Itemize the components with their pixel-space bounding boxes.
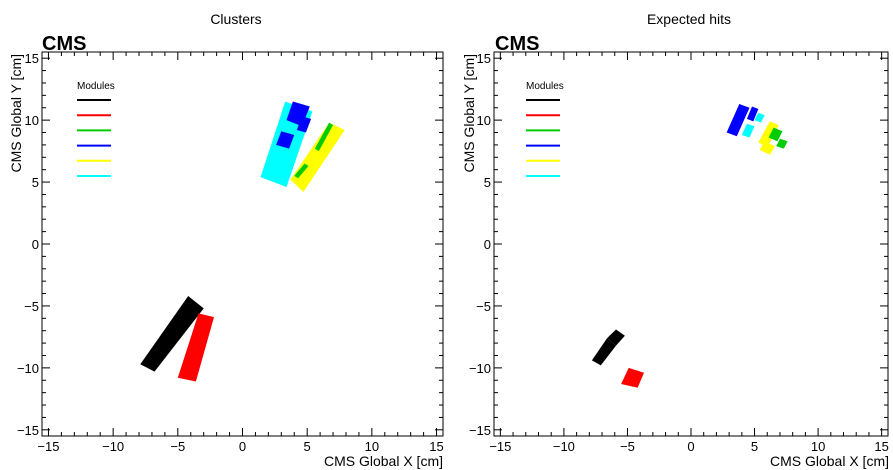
y-tick-label: −10	[469, 361, 491, 376]
y-tick-label: −15	[469, 423, 491, 438]
y-tick-label: −5	[476, 299, 491, 314]
x-tick-label: 5	[304, 439, 311, 454]
module-region	[754, 112, 765, 123]
x-tick-label: 10	[365, 439, 379, 454]
x-tick-label: 10	[811, 439, 825, 454]
y-tick-label: 15	[25, 51, 39, 66]
module-region	[296, 116, 312, 133]
x-tick-label: −10	[102, 439, 124, 454]
module-region	[294, 163, 309, 179]
x-tick-label: 0	[239, 439, 246, 454]
module-region	[726, 104, 750, 137]
module-region	[290, 122, 345, 192]
module-regions	[140, 101, 345, 382]
x-tick-label: 0	[687, 439, 694, 454]
y-tick-label: −10	[17, 361, 39, 376]
y-tick-label: 5	[32, 175, 39, 190]
legend-title: Modules	[526, 81, 564, 92]
clusters-panel: Clusters CMS CMS Global X [cm] CMS Globa…	[8, 11, 444, 469]
module-region	[276, 131, 295, 149]
y-axis-label: CMS Global Y [cm]	[8, 54, 24, 173]
experiment-label: CMS	[42, 33, 86, 55]
module-region	[177, 313, 214, 382]
y-tick-label: −15	[17, 423, 39, 438]
module-region	[591, 338, 616, 366]
x-tick-label: 5	[751, 439, 758, 454]
x-tick-label: 15	[874, 439, 888, 454]
y-tick-label: 5	[484, 175, 491, 190]
experiment-label: CMS	[495, 33, 539, 55]
module-region	[741, 123, 755, 138]
x-axis-label: CMS Global X [cm]	[324, 453, 443, 469]
x-tick-label: 15	[429, 439, 443, 454]
y-tick-label: 0	[484, 237, 491, 252]
module-region	[140, 296, 204, 372]
x-axis-label: CMS Global X [cm]	[770, 453, 889, 469]
module-regions	[591, 104, 788, 388]
module-region	[759, 141, 775, 155]
module-region	[314, 122, 333, 152]
module-region	[746, 106, 759, 122]
module-region	[621, 367, 644, 388]
legend-title: Modules	[77, 81, 115, 92]
y-tick-label: 10	[25, 113, 39, 128]
module-region	[607, 329, 625, 346]
y-tick-label: 15	[477, 51, 491, 66]
x-tick-label: −15	[489, 439, 511, 454]
x-tick-label: −5	[620, 439, 635, 454]
chart-title: Clusters	[210, 11, 261, 27]
x-tick-label: −10	[553, 439, 575, 454]
module-region	[768, 127, 783, 142]
y-tick-label: 0	[32, 237, 39, 252]
y-tick-label: −5	[24, 299, 39, 314]
chart-title: Expected hits	[647, 11, 731, 27]
module-region	[776, 138, 788, 149]
y-axis-label: CMS Global Y [cm]	[461, 54, 477, 173]
x-tick-label: −5	[170, 439, 185, 454]
y-tick-label: 10	[477, 113, 491, 128]
x-tick-label: −15	[37, 439, 59, 454]
expected-hits-panel: Expected hits CMS CMS Global X [cm] CMS …	[461, 11, 889, 469]
